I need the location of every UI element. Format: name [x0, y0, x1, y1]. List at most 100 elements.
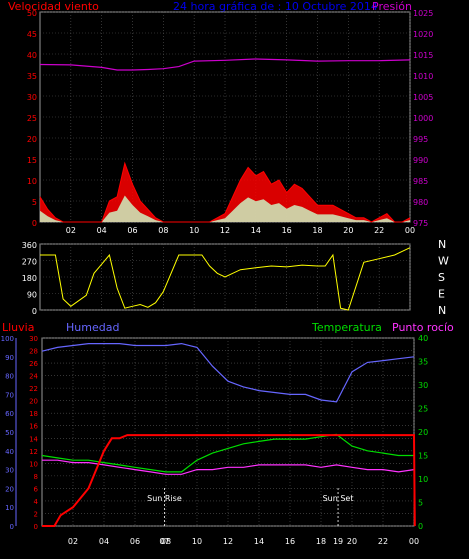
- bottom-x-tick-label: 18: [316, 537, 326, 546]
- bottom-x-tick-label: 22: [378, 537, 388, 546]
- wind-tick-label: 35: [27, 72, 37, 81]
- wind-tick-label: 10: [27, 177, 37, 186]
- rain-tick-label: 14: [29, 435, 38, 443]
- rain-tick-label: 0: [34, 523, 38, 531]
- sunset-label: Sun Set: [323, 494, 354, 503]
- pressure-tick-label: 980: [413, 198, 428, 207]
- compass-label: W: [438, 255, 449, 268]
- rain-line: [42, 434, 416, 527]
- rain-tick-label: 16: [29, 423, 38, 431]
- wind-tick-label: 30: [27, 93, 37, 102]
- rain-tick-label: 30: [29, 335, 38, 343]
- wind-tick-label: 20: [27, 135, 37, 144]
- pressure-tick-label: 1000: [413, 114, 433, 123]
- pressure-tick-label: 1025: [413, 9, 433, 18]
- pressure-tick-label: 1020: [413, 30, 433, 39]
- pressure-tick-label: 985: [413, 177, 428, 186]
- compass-label: S: [438, 271, 445, 284]
- humidity-tick-label: 100: [1, 335, 14, 343]
- rain-tick-label: 2: [34, 510, 38, 518]
- temperature-tick-label: 20: [418, 428, 428, 437]
- rain-tick-label: 26: [29, 360, 38, 368]
- pressure-line: [39, 58, 411, 71]
- wind-tick-label: 15: [27, 156, 37, 165]
- humidity-tick-label: 50: [5, 429, 14, 437]
- temperature-tick-label: 5: [418, 499, 423, 508]
- rain-tick-label: 4: [34, 498, 39, 506]
- temperature-tick-label: 35: [418, 358, 428, 367]
- wind-tick-label: 0: [32, 219, 37, 228]
- top-x-tick-label: 10: [189, 226, 199, 235]
- wind-direction-line: [40, 247, 411, 311]
- humidity-tick-label: 10: [5, 504, 14, 512]
- pressure-tick-label: 1015: [413, 51, 433, 60]
- humidity-tick-label: 70: [5, 391, 14, 399]
- pressure-tick-label: 975: [413, 219, 428, 228]
- humidity-tick-label: 90: [5, 354, 14, 362]
- top-x-tick-label: 12: [220, 226, 230, 235]
- temperature-title: Temperatura: [311, 321, 382, 334]
- humidity-tick-label: 60: [5, 410, 14, 418]
- wind-tick-label: 25: [27, 114, 37, 123]
- dewpoint-line: [42, 459, 415, 475]
- rain-title: Lluvia: [2, 321, 34, 334]
- direction-tick-label: 180: [22, 274, 37, 283]
- humidity-line: [41, 342, 415, 403]
- temperature-tick-label: 10: [418, 475, 428, 484]
- rain-tick-label: 20: [29, 398, 38, 406]
- compass-label: N: [438, 238, 446, 251]
- humidity-tick-label: 30: [5, 467, 14, 475]
- compass-label: E: [438, 288, 445, 301]
- bottom-x-tick-label: 12: [223, 537, 233, 546]
- rain-tick-label: 8: [34, 473, 38, 481]
- temperature-line: [41, 433, 414, 473]
- bottom-x-tick-label: 06: [130, 537, 140, 546]
- humidity-tick-label: 40: [5, 448, 14, 456]
- top-x-tick-label: 06: [127, 226, 137, 235]
- compass-label: N: [438, 304, 446, 317]
- chart-title: 24 hora gráfica de : 10 Octubre 2014: [173, 0, 378, 13]
- rain-tick-label: 18: [29, 410, 38, 418]
- rain-tick-label: 12: [29, 448, 38, 456]
- top-x-tick-label: 08: [158, 226, 168, 235]
- direction-tick-label: 270: [22, 258, 37, 267]
- top-x-tick-label: 02: [66, 226, 76, 235]
- top-x-tick-label: 20: [343, 226, 353, 235]
- rain-tick-label: 24: [29, 373, 38, 381]
- humidity-tick-label: 80: [5, 373, 14, 381]
- sunrise-label: Sun Rise: [147, 494, 182, 503]
- top-x-tick-label: 14: [251, 226, 261, 235]
- wind-speed-line: [39, 161, 411, 223]
- pressure-tick-label: 995: [413, 135, 428, 144]
- pressure-tick-label: 1010: [413, 72, 433, 81]
- pressure-tick-label: 1005: [413, 93, 433, 102]
- wind-tick-label: 45: [27, 30, 37, 39]
- bottom-x-tick-label: 20: [347, 537, 357, 546]
- temperature-tick-label: 0: [418, 522, 423, 531]
- rain-tick-label: 10: [29, 460, 38, 468]
- top-panel: 0510152025303540455097598098599099510001…: [27, 9, 434, 235]
- wind-average-area: [40, 195, 410, 222]
- direction-panel: 0 90 180 270 360: [22, 241, 411, 316]
- top-x-tick-label: 04: [97, 226, 107, 235]
- bottom-x-tick-label: 02: [68, 537, 78, 546]
- bottom-x-tick-label: 10: [192, 537, 202, 546]
- top-x-tick-label: 16: [282, 226, 292, 235]
- temperature-tick-label: 30: [418, 381, 428, 390]
- bottom-x-tick-label: 00: [409, 537, 419, 546]
- temperature-tick-label: 15: [418, 452, 428, 461]
- bottom-x-tick-label: 08: [161, 537, 171, 546]
- top-x-tick-label: 22: [374, 226, 384, 235]
- dewpoint-title: Punto rocío: [392, 321, 454, 334]
- humidity-tick-label: 0: [10, 523, 14, 531]
- wind-tick-label: 40: [27, 51, 37, 60]
- bottom-x-tick-label: 14: [254, 537, 264, 546]
- rain-tick-label: 22: [29, 385, 38, 393]
- top-x-tick-label: 18: [312, 226, 322, 235]
- direction-tick-label: 90: [27, 291, 37, 300]
- direction-tick-label: 360: [22, 241, 37, 250]
- wind-speed-title: Velocidad viento: [8, 0, 99, 13]
- bottom-x-tick-label: 04: [99, 537, 109, 546]
